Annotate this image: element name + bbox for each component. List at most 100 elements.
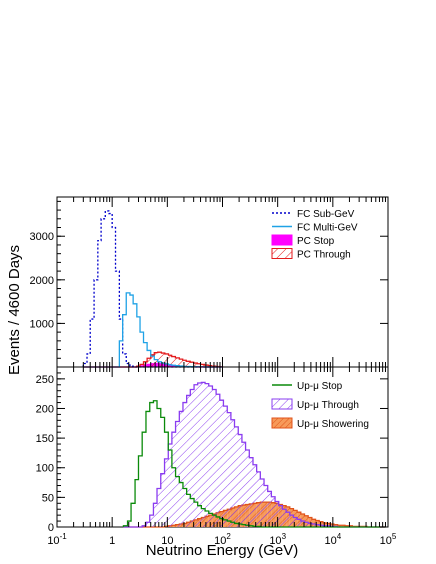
y-tick-label: 2000: [30, 275, 54, 287]
histogram-bin: [168, 355, 172, 367]
histogram-bin: [330, 524, 334, 527]
legend-label: PC Stop: [297, 236, 335, 247]
histogram-bin: [275, 501, 279, 527]
legend-swatch: [271, 417, 293, 429]
histogram-bin: [216, 394, 220, 527]
legend-swatch: [271, 398, 293, 410]
legend-item-up-mu-stop: Up-μ Stop: [272, 381, 343, 392]
histogram-bin: [315, 524, 320, 527]
histogram-bin: [168, 444, 172, 527]
histogram-bin: [153, 503, 158, 527]
histogram-bin: [249, 457, 253, 527]
histogram-bin: [223, 406, 228, 527]
histogram-bin: [190, 389, 195, 527]
histogram-bin: [186, 361, 191, 367]
legend-item-pc-stop: PC Stop: [271, 234, 335, 247]
histogram-bin: [164, 458, 169, 527]
legend-item-up-mu-showering: Up-μ Showering: [271, 417, 369, 430]
x-tick-label: 105: [380, 532, 397, 547]
histogram-bin: [238, 434, 242, 527]
y-tick-label: 3000: [30, 231, 54, 243]
bottom-legend: Up-μ Stop Up-μ Through Up-μ Showering: [271, 381, 369, 430]
histogram-bin: [182, 360, 187, 367]
x-tick-label: 10: [161, 535, 173, 547]
y-tick-label: 1000: [30, 318, 54, 330]
legend-swatch: [271, 234, 293, 246]
histogram-bin: [311, 519, 316, 527]
x-tick-label: 1: [109, 535, 115, 547]
histogram-bin: [179, 411, 183, 527]
histogram-bin: [150, 354, 155, 367]
top-legend: FC Sub-GeV FC Multi-GeV PC Stop PC Through: [271, 209, 358, 261]
legend-label: FC Multi-GeV: [297, 223, 358, 234]
histogram-bin: [171, 432, 176, 527]
legend-item-pc-through: PC Through: [271, 248, 351, 261]
series-pc-through: [83, 351, 224, 368]
legend-label: Up-μ Stop: [297, 381, 343, 392]
series-outline: [82, 210, 223, 368]
x-tick-label: 102: [214, 532, 231, 547]
x-tick-label: 103: [269, 532, 286, 547]
histogram-bin: [293, 517, 298, 527]
histogram-bin: [264, 485, 268, 527]
histogram-bin: [140, 364, 144, 367]
histogram-bin: [197, 383, 202, 527]
histogram-bin: [282, 509, 287, 527]
histogram-bin: [157, 352, 162, 367]
y-tick-label: 0: [48, 522, 54, 534]
histogram-bin: [311, 524, 316, 527]
x-tick-label: 104: [324, 532, 341, 547]
histogram-bin: [161, 353, 165, 367]
histogram-bin: [147, 358, 151, 367]
histogram-bin: [179, 359, 183, 367]
histogram-bin: [297, 519, 301, 527]
histogram-bin: [200, 364, 205, 367]
legend-label: FC Sub-GeV: [297, 209, 355, 220]
histogram-bin: [308, 523, 312, 527]
histogram-bin: [230, 419, 235, 527]
histogram-bin: [286, 512, 290, 527]
histogram-bin: [182, 402, 187, 527]
legend-item-up-mu-through: Up-μ Through: [271, 398, 359, 411]
legend-label: PC Through: [297, 250, 351, 261]
legend-item-fc-sub-gev: FC Sub-GeV: [272, 209, 355, 220]
histogram-bin: [245, 449, 250, 527]
histogram-bin: [278, 505, 283, 527]
y-tick-label: 100: [36, 463, 54, 475]
histogram-bin: [190, 362, 194, 367]
y-axis-label: Events / 4600 Days: [6, 245, 23, 375]
histogram-bin: [308, 517, 312, 527]
histogram-bin: [205, 383, 209, 527]
histogram-bin: [341, 525, 345, 527]
histogram-bin: [201, 382, 206, 527]
histogram-bin: [164, 353, 169, 367]
series-outline: [122, 400, 386, 528]
histogram-bin: [171, 356, 176, 367]
histogram-bin: [260, 479, 265, 527]
legend-item-fc-multi-gev: FC Multi-GeV: [272, 223, 358, 234]
histogram-bin: [300, 521, 305, 527]
histogram-bin: [234, 426, 239, 527]
series-up-mu-stop: [122, 400, 386, 528]
histogram-bin: [197, 363, 201, 367]
histogram-bin: [193, 363, 198, 367]
y-tick-label: 250: [36, 374, 54, 386]
histogram-bin: [256, 471, 261, 527]
bottom-panel: 0 50 100 150 200 250 10-1 1 10 102 103 104 105 Up-μ …: [36, 366, 397, 547]
histogram-bin: [160, 473, 165, 527]
histogram-bin: [315, 520, 320, 527]
histogram-bin: [252, 464, 257, 527]
histogram-bin: [157, 488, 161, 527]
histogram-bin: [219, 400, 224, 527]
histogram-bin: [271, 496, 276, 527]
histogram-bin: [208, 385, 213, 527]
legend-swatch: [271, 248, 293, 259]
histogram-bin: [289, 515, 294, 527]
legend-label: Up-μ Showering: [297, 419, 369, 430]
histogram-bin: [337, 525, 342, 527]
histogram-bin: [241, 442, 246, 527]
y-tick-label: 200: [36, 403, 54, 415]
histogram-bin: [304, 522, 309, 527]
series-up-mu-through: [123, 381, 386, 528]
histogram-bin: [304, 515, 309, 527]
